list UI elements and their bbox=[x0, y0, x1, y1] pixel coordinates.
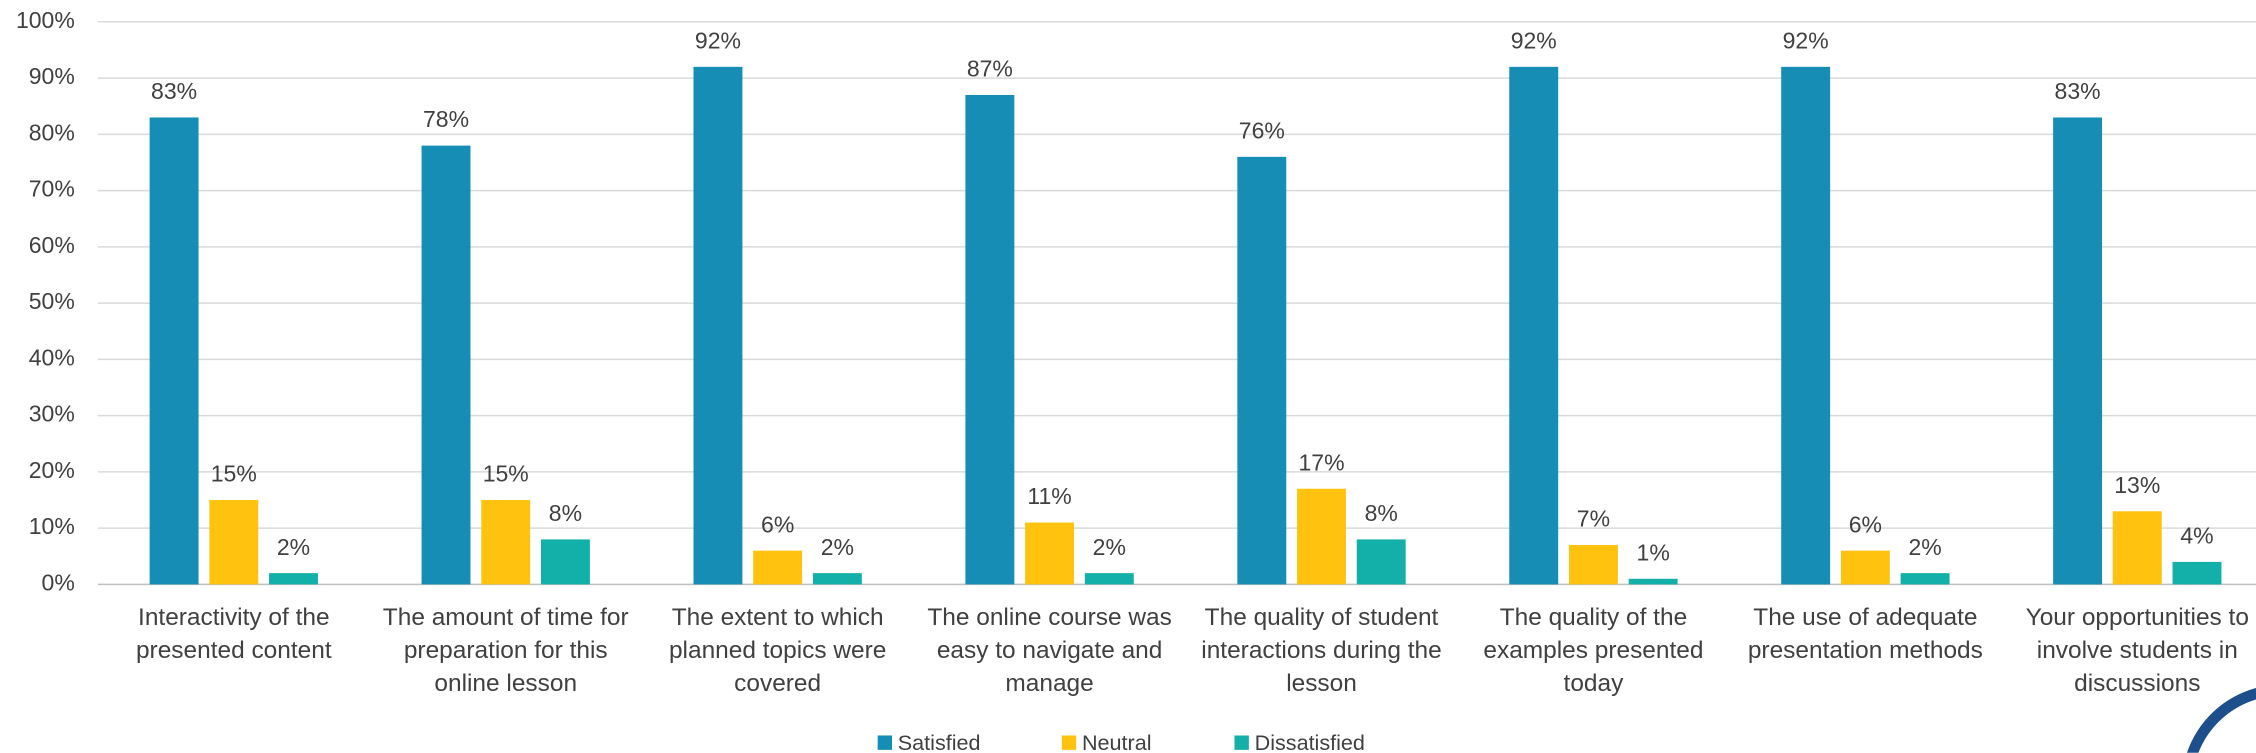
y-tick-label: 70% bbox=[29, 176, 75, 202]
data-label: 13% bbox=[2114, 472, 2160, 498]
x-tick-label: The quality of student interactions durin… bbox=[1201, 604, 1441, 697]
logo bbox=[2186, 687, 2256, 753]
data-label: 78% bbox=[423, 106, 469, 132]
data-label: 2% bbox=[1093, 534, 1126, 560]
data-label: 87% bbox=[967, 56, 1013, 82]
data-label: 2% bbox=[1908, 534, 1941, 560]
bar bbox=[269, 573, 318, 585]
data-label: 2% bbox=[821, 534, 854, 560]
data-label: 8% bbox=[1365, 500, 1398, 526]
data-label: 1% bbox=[1637, 539, 1670, 565]
data-label: 92% bbox=[695, 27, 741, 53]
bar bbox=[2172, 561, 2222, 585]
legend-swatch bbox=[877, 735, 893, 750]
y-tick-label: 20% bbox=[29, 457, 75, 483]
legend-swatch bbox=[1234, 735, 1249, 750]
bar bbox=[812, 573, 862, 585]
x-tick-label: Your opportunities to involve students in… bbox=[2026, 604, 2249, 697]
bar bbox=[1568, 545, 1618, 585]
data-label: 15% bbox=[483, 461, 529, 487]
bar bbox=[1237, 156, 1287, 585]
bar bbox=[2112, 511, 2162, 585]
data-label: 92% bbox=[1783, 27, 1829, 53]
y-tick-label: 80% bbox=[29, 119, 75, 145]
data-label: 15% bbox=[211, 461, 257, 487]
legend-label: Dissatisfied bbox=[1255, 730, 1365, 753]
data-label: 2% bbox=[277, 534, 310, 560]
legend-label: Neutral bbox=[1082, 730, 1152, 753]
bar bbox=[1509, 66, 1559, 585]
bar bbox=[693, 66, 743, 585]
bar bbox=[149, 117, 199, 585]
bar bbox=[1900, 573, 1950, 585]
bar bbox=[1628, 578, 1678, 585]
bar bbox=[965, 94, 1015, 585]
y-tick-label: 50% bbox=[29, 288, 75, 314]
data-label: 17% bbox=[1298, 449, 1344, 475]
bar bbox=[1025, 522, 1075, 585]
data-label: 76% bbox=[1239, 117, 1285, 143]
data-label: 6% bbox=[761, 511, 794, 537]
data-label: 7% bbox=[1577, 506, 1610, 532]
data-label: 6% bbox=[1849, 511, 1882, 537]
data-label: 83% bbox=[151, 78, 197, 104]
x-tick-label: The use of adequate presentation methods bbox=[1748, 604, 1983, 664]
bar bbox=[1781, 66, 1831, 585]
y-tick-label: 10% bbox=[29, 513, 75, 539]
data-label: 8% bbox=[549, 500, 582, 526]
y-tick-label: 90% bbox=[29, 63, 75, 89]
x-tick-label: The quality of the examples presented toda… bbox=[1483, 604, 1703, 697]
data-label: 83% bbox=[2055, 78, 2101, 104]
bar bbox=[753, 550, 803, 585]
bar bbox=[421, 145, 471, 585]
y-tick-label: 30% bbox=[29, 401, 75, 427]
x-tick-label: The online course was easy to navigate an… bbox=[927, 604, 1172, 697]
bar bbox=[1840, 550, 1890, 585]
bar bbox=[2053, 117, 2103, 585]
x-tick-label: The amount of time for preparation for th… bbox=[383, 604, 629, 697]
y-tick-label: 60% bbox=[29, 232, 75, 258]
x-tick-label: The extent to which planned topics were co… bbox=[669, 604, 886, 697]
bar bbox=[481, 500, 531, 585]
bar bbox=[1297, 488, 1346, 585]
y-tick-label: 0% bbox=[42, 569, 75, 595]
x-tick-label: Interactivity of the presented content bbox=[136, 604, 332, 664]
y-tick-label: 40% bbox=[29, 344, 75, 370]
legend-label: Satisfied bbox=[898, 730, 981, 753]
y-tick-label: 100% bbox=[16, 7, 75, 33]
data-label: 11% bbox=[1027, 483, 1071, 509]
bar bbox=[209, 500, 259, 585]
data-label: 92% bbox=[1511, 27, 1557, 53]
data-label: 4% bbox=[2180, 523, 2213, 549]
bar bbox=[1084, 573, 1134, 585]
bar bbox=[1356, 539, 1406, 585]
bar bbox=[540, 539, 590, 585]
legend-swatch bbox=[1061, 735, 1077, 750]
